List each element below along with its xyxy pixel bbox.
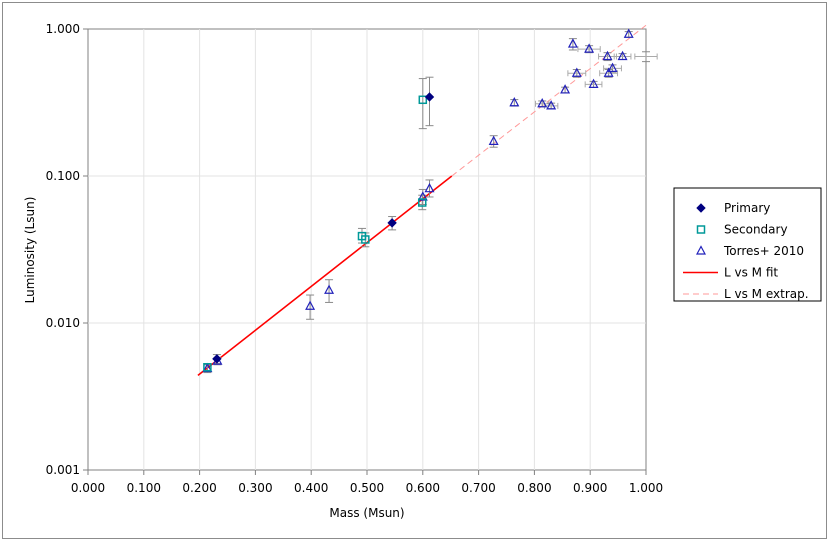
x-tick-label: 0.400 xyxy=(294,481,328,495)
legend-label: L vs M extrap. xyxy=(724,287,809,301)
triangle-marker xyxy=(509,96,520,107)
diamond-marker xyxy=(387,218,397,228)
legend-label: Secondary xyxy=(724,223,788,237)
y-tick-label: 1.000 xyxy=(46,22,80,36)
legend-label: Torres+ 2010 xyxy=(723,244,804,258)
x-tick-label: 0.700 xyxy=(461,481,495,495)
legend-label: L vs M fit xyxy=(724,266,778,280)
x-tick-label: 0.100 xyxy=(127,481,161,495)
tick-labels: 0.000 0.100 0.200 0.300 0.400 0.500 0.600 0.700… xyxy=(46,22,664,495)
triangle-marker xyxy=(623,28,634,38)
y-tick-label: 0.010 xyxy=(46,316,80,330)
x-tick-label: 0.000 xyxy=(71,481,105,495)
x-tick-label: 0.200 xyxy=(182,481,216,495)
triangle-marker xyxy=(537,97,548,108)
axes xyxy=(83,28,647,475)
triangle-marker xyxy=(567,38,578,48)
square-marker xyxy=(361,235,370,244)
triangle-marker xyxy=(607,62,618,72)
triangle-marker xyxy=(571,67,582,77)
diamond-marker xyxy=(424,92,435,102)
x-tick-label: 0.800 xyxy=(517,481,551,495)
x-tick-label: 0.500 xyxy=(350,481,384,495)
diamond-marker xyxy=(212,354,222,364)
triangle-marker xyxy=(603,67,614,77)
triangle-marker xyxy=(560,84,571,94)
legend-square-swatch xyxy=(696,225,706,234)
x-tick-label: 0.900 xyxy=(573,481,607,495)
triangle-marker xyxy=(588,78,599,88)
legend-triangle-swatch xyxy=(696,245,706,255)
x-tick-label: 1.000 xyxy=(629,481,663,495)
triangle-marker xyxy=(488,135,499,145)
square-marker xyxy=(203,363,212,372)
triangle-marker xyxy=(584,43,595,53)
square-marker xyxy=(417,198,427,207)
y-tick-label: 0.001 xyxy=(46,463,80,477)
fit-lines xyxy=(197,24,647,377)
legend-diamond-swatch xyxy=(696,203,706,213)
triangle-marker xyxy=(546,100,557,110)
triangle-marker xyxy=(602,50,613,61)
extrapolation-line xyxy=(451,24,647,177)
triangle-marker xyxy=(617,50,628,61)
triangle-marker xyxy=(202,362,213,373)
triangle-marker xyxy=(305,300,316,310)
data-markers xyxy=(202,28,634,373)
triangle-marker xyxy=(324,284,335,294)
x-tick-label: 0.600 xyxy=(406,481,440,495)
y-axis-title: Luminosity (Lsun) xyxy=(23,197,37,304)
triangle-marker xyxy=(424,182,435,193)
y-tick-label: 0.100 xyxy=(46,169,80,183)
legend-label: Primary xyxy=(724,201,770,215)
legend: Primary Secondary Torres+ 2010 L vs M fit L … xyxy=(673,187,822,302)
fit-line xyxy=(197,175,453,377)
triangle-marker xyxy=(417,191,428,201)
x-axis-title: Mass (Msun) xyxy=(329,506,404,520)
x-tick-label: 0.300 xyxy=(238,481,272,495)
square-marker xyxy=(418,95,428,105)
